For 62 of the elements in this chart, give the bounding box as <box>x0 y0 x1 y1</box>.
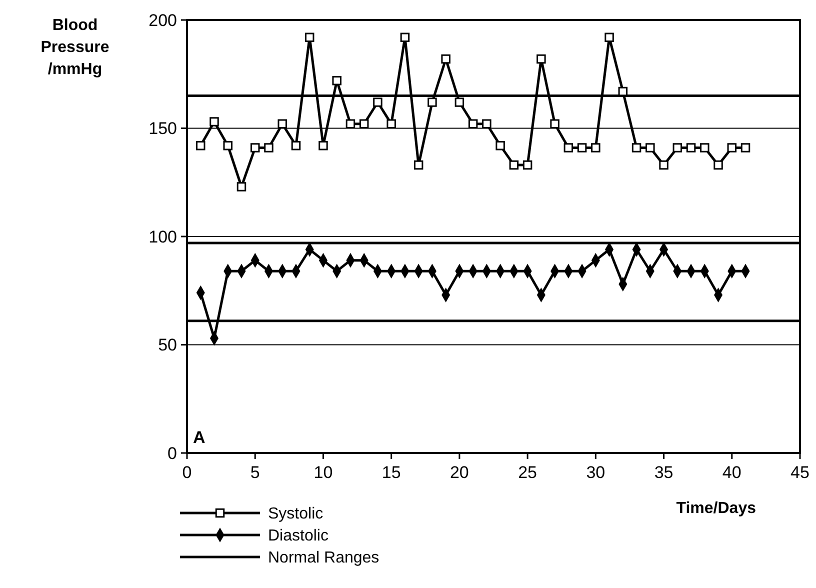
point <box>550 119 560 129</box>
point <box>564 143 574 152</box>
legend-label: Normal Ranges <box>268 550 380 567</box>
point <box>714 160 723 170</box>
point <box>482 119 492 129</box>
point <box>646 143 655 152</box>
y-tick-label: 100 <box>148 227 177 246</box>
point <box>291 140 301 150</box>
annotation: A <box>193 428 206 447</box>
point <box>428 98 437 107</box>
point <box>278 119 287 129</box>
x-tick-label: 35 <box>654 463 674 482</box>
x-tick-label: 5 <box>250 463 260 482</box>
legend-label: Systolic <box>268 506 324 523</box>
point <box>414 160 424 170</box>
y-tick-label: 150 <box>148 119 177 138</box>
point <box>386 119 396 129</box>
point <box>359 119 369 129</box>
point <box>373 98 382 107</box>
point <box>727 143 737 152</box>
point <box>346 119 356 129</box>
x-tick-label: 15 <box>382 463 401 482</box>
point <box>264 143 274 152</box>
point <box>400 32 410 42</box>
point <box>318 140 328 150</box>
x-tick-label: 20 <box>450 463 469 482</box>
x-tick-label: 45 <box>790 463 810 482</box>
x-tick-label: 10 <box>314 463 333 482</box>
x-tick-label: 25 <box>518 463 538 482</box>
point <box>454 98 464 107</box>
x-axis-title: Time/Days <box>676 500 756 517</box>
point <box>591 143 600 152</box>
point <box>740 143 750 152</box>
point <box>522 160 532 170</box>
y-tick-label: 0 <box>168 444 177 463</box>
point <box>332 76 342 86</box>
x-tick-label: 0 <box>182 463 192 482</box>
point <box>223 140 232 150</box>
point <box>509 160 519 170</box>
point <box>210 117 219 126</box>
point <box>686 143 696 152</box>
point <box>632 143 642 152</box>
point <box>196 140 206 150</box>
point <box>536 54 546 64</box>
point <box>304 32 314 42</box>
point <box>496 140 505 150</box>
point <box>468 119 478 129</box>
point <box>659 160 668 170</box>
y-axis-title: Blood Pressure /mmHg <box>40 17 110 78</box>
point <box>604 32 614 42</box>
point <box>700 143 710 152</box>
legend-label: Diastolic <box>268 528 328 545</box>
x-tick-label: 30 <box>586 463 606 482</box>
y-tick-label: 50 <box>158 336 177 355</box>
point <box>618 86 628 96</box>
x-tick-label: 40 <box>722 463 742 482</box>
point <box>441 54 450 64</box>
point <box>236 182 246 192</box>
y-tick-label: 200 <box>148 10 177 30</box>
point <box>672 143 682 152</box>
point <box>250 143 260 152</box>
point <box>577 143 587 152</box>
